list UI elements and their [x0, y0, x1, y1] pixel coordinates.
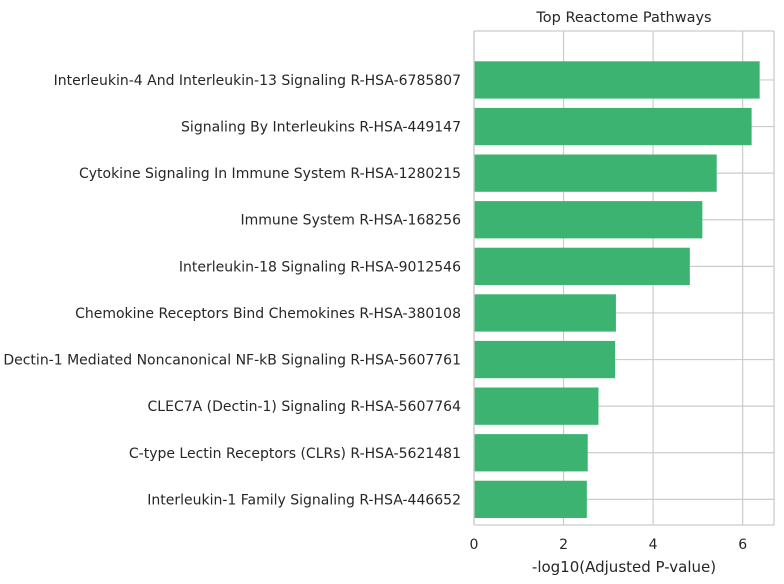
category-label: Interleukin-1 Family Signaling R-HSA-446… [147, 492, 461, 508]
category-label: Interleukin-4 And Interleukin-13 Signali… [54, 73, 461, 89]
category-label: Interleukin-18 Signaling R-HSA-9012546 [179, 259, 461, 275]
category-label: Signaling By Interleukins R-HSA-449147 [181, 120, 461, 136]
category-labels: Interleukin-4 And Interleukin-13 Signali… [3, 73, 461, 508]
bars [474, 61, 760, 519]
x-tick-label: 6 [738, 537, 747, 553]
bar [474, 247, 690, 285]
x-tick-labels: 0 2 4 6 [470, 537, 748, 553]
bar [474, 294, 616, 332]
bar [474, 201, 703, 239]
x-tick-label: 4 [649, 537, 658, 553]
bar [474, 480, 587, 519]
bar [474, 387, 599, 425]
category-label: Cytokine Signaling In Immune System R-HS… [79, 166, 461, 182]
chart-title: Top Reactome Pathways [535, 10, 711, 26]
category-label: Chemokine Receptors Bind Chemokines R-HS… [75, 306, 461, 322]
bar [474, 154, 717, 192]
category-label: Dectin-1 Mediated Noncanonical NF-kB Sig… [3, 353, 461, 369]
category-label: Immune System R-HSA-168256 [240, 213, 461, 229]
x-tick-label: 0 [470, 537, 479, 553]
category-label: C-type Lectin Receptors (CLRs) R-HSA-562… [129, 446, 461, 462]
axes-spines [473, 30, 775, 526]
bar [474, 107, 752, 146]
bar [474, 434, 588, 472]
bar [474, 61, 760, 99]
x-axis-title: -log10(Adjusted P-value) [532, 558, 716, 576]
category-label: CLEC7A (Dectin-1) Signaling R-HSA-560776… [148, 399, 462, 415]
bar [474, 340, 616, 379]
x-tick-label: 2 [559, 537, 568, 553]
